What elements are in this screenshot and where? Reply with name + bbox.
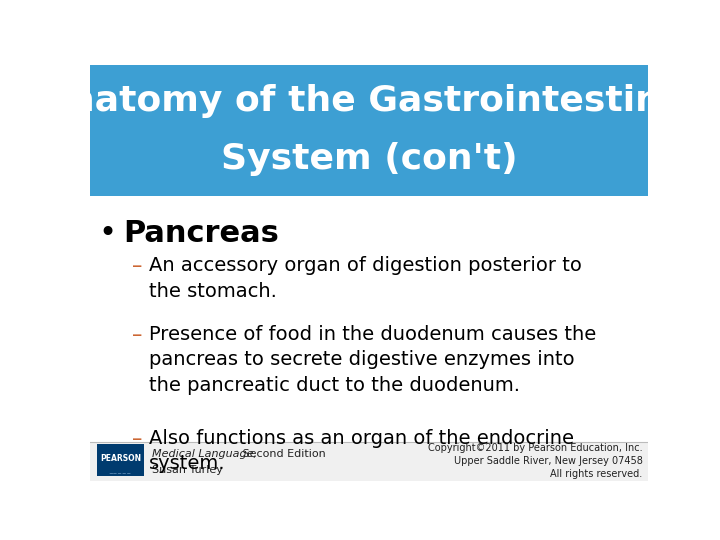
Text: PEARSON: PEARSON	[100, 454, 141, 463]
Text: –: –	[132, 325, 143, 345]
FancyBboxPatch shape	[90, 442, 648, 481]
Text: Also functions as an organ of the endocrine
system.: Also functions as an organ of the endocr…	[148, 429, 574, 474]
Text: Pancreas: Pancreas	[124, 219, 279, 248]
Text: ~~~~~: ~~~~~	[109, 471, 132, 476]
FancyBboxPatch shape	[96, 444, 144, 476]
Text: Presence of food in the duodenum causes the
pancreas to secrete digestive enzyme: Presence of food in the duodenum causes …	[148, 325, 596, 395]
Text: –: –	[132, 256, 143, 276]
Text: Medical Language,: Medical Language,	[153, 449, 258, 460]
Text: System (con't): System (con't)	[221, 142, 517, 176]
Text: An accessory organ of digestion posterior to
the stomach.: An accessory organ of digestion posterio…	[148, 256, 582, 301]
Text: Anatomy of the Gastrointestinal: Anatomy of the Gastrointestinal	[41, 84, 697, 118]
FancyBboxPatch shape	[90, 65, 648, 196]
Text: –: –	[132, 429, 143, 449]
Text: Copyright©2011 by Pearson Education, Inc.
Upper Saddle River, New Jersey 07458
A: Copyright©2011 by Pearson Education, Inc…	[428, 443, 642, 480]
Text: Second Edition: Second Edition	[239, 449, 325, 460]
Text: Susan Turley: Susan Turley	[153, 465, 223, 475]
Text: •: •	[99, 219, 117, 248]
